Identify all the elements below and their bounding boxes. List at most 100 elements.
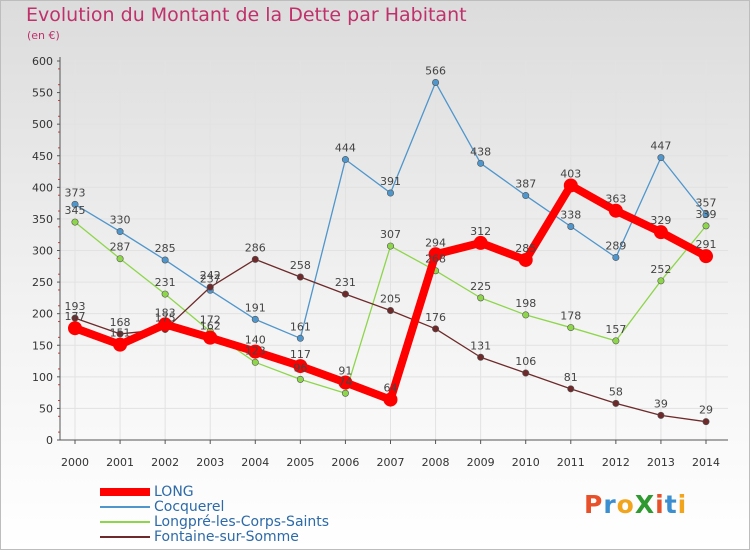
data-label: 286	[245, 241, 266, 254]
data-point	[473, 235, 488, 250]
data-point	[702, 418, 710, 426]
legend: LONG Cocquerel Longpré-les-Corps-Saints Fon…	[100, 484, 330, 545]
data-label: 157	[605, 323, 626, 336]
legend-label: Longpré-les-Corps-Saints	[154, 513, 330, 530]
data-label: 339	[696, 208, 717, 221]
data-point	[386, 307, 394, 315]
data-label: 307	[380, 228, 401, 241]
legend-item: Fontaine-sur-Somme	[100, 529, 329, 545]
data-labels: 373 330 285 237 191 161 444 391 566 438 387 338 289 4…	[65, 64, 717, 416]
y-tick-label: 250	[32, 276, 53, 289]
x-tick-label: 2014	[692, 456, 720, 469]
data-label: 242	[200, 269, 221, 282]
chart-title: Evolution du Montant de la Dette par Hab…	[26, 4, 467, 26]
x-tick-label: 2003	[196, 456, 224, 469]
data-point	[477, 353, 485, 361]
data-label: 140	[245, 334, 266, 347]
data-point	[248, 344, 263, 359]
legend-item: LONG	[100, 484, 329, 500]
legend-swatch	[100, 487, 150, 496]
data-label: 391	[380, 175, 401, 188]
data-point	[116, 330, 124, 338]
data-point	[477, 294, 485, 302]
data-point	[68, 321, 82, 336]
series-lines	[68, 78, 713, 426]
data-label: 123	[245, 344, 266, 357]
data-label: 373	[65, 186, 86, 199]
data-label: 285	[515, 242, 536, 255]
data-point	[386, 242, 394, 250]
data-point	[338, 375, 353, 390]
data-point	[699, 249, 713, 264]
data-point	[251, 255, 259, 263]
y-tick-label: 600	[32, 55, 53, 68]
legend-swatch	[100, 520, 150, 523]
y-tick-label: 300	[32, 245, 53, 258]
data-label: 58	[609, 385, 623, 398]
data-label: 357	[696, 196, 717, 209]
y-tick-label: 200	[32, 308, 53, 321]
data-point	[432, 78, 440, 86]
data-point	[428, 247, 443, 262]
data-point	[116, 255, 124, 263]
x-tick-label: 2013	[647, 456, 675, 469]
data-point	[203, 330, 218, 345]
y-tick-label: 550	[32, 87, 53, 100]
data-label: 96	[293, 361, 307, 374]
x-tick-label: 2011	[557, 456, 585, 469]
data-label: 363	[605, 193, 626, 206]
y-tick-label: 100	[32, 371, 53, 384]
data-point	[653, 225, 668, 240]
data-label: 151	[110, 327, 131, 340]
data-point	[657, 411, 665, 419]
data-label: 74	[338, 375, 352, 388]
logo-letter: i	[677, 490, 688, 519]
data-label: 403	[560, 167, 581, 180]
data-label: 285	[155, 242, 176, 255]
logo-letter: i	[655, 490, 665, 519]
data-label: 91	[338, 365, 352, 378]
x-tick-label: 2009	[467, 456, 495, 469]
data-label: 329	[650, 214, 671, 227]
y-tick-label: 500	[32, 118, 53, 131]
data-point	[71, 218, 79, 226]
data-label: 268	[425, 253, 446, 266]
x-tick-label: 2005	[286, 456, 314, 469]
data-point	[432, 325, 440, 333]
data-label: 178	[560, 310, 581, 323]
data-point	[206, 283, 214, 291]
data-label: 64	[384, 382, 398, 395]
data-point	[386, 189, 394, 197]
data-label: 191	[245, 301, 266, 314]
data-label: 29	[699, 404, 713, 417]
data-label: 294	[425, 236, 446, 249]
logo-letter: P	[584, 490, 604, 519]
data-point	[518, 252, 533, 267]
axes: 0 50 100 150 200 250 300 350 400 450 500 550 600 2000…	[32, 55, 728, 469]
x-tick-label: 2012	[602, 456, 630, 469]
data-point	[702, 222, 710, 230]
data-label: 289	[605, 239, 626, 252]
data-point	[477, 159, 485, 167]
data-point	[383, 392, 398, 407]
data-label: 291	[696, 238, 717, 251]
y-tick-label: 150	[32, 339, 53, 352]
legend-swatch	[100, 535, 150, 538]
data-label: 338	[560, 208, 581, 221]
data-point	[296, 375, 304, 383]
x-tick-label: 2004	[241, 456, 269, 469]
data-label: 175	[155, 311, 176, 324]
logo-letter: t	[664, 490, 678, 519]
data-label: 39	[654, 397, 668, 410]
x-tick-label: 2000	[61, 456, 89, 469]
x-tick-label: 2006	[331, 456, 359, 469]
data-label: 193	[65, 300, 86, 313]
data-label: 252	[650, 263, 671, 276]
data-point	[612, 253, 620, 261]
data-point	[71, 200, 79, 208]
data-point	[567, 324, 575, 332]
data-label: 162	[200, 320, 221, 333]
x-tick-label: 2007	[377, 456, 405, 469]
data-point	[341, 389, 349, 397]
data-point	[341, 290, 349, 298]
